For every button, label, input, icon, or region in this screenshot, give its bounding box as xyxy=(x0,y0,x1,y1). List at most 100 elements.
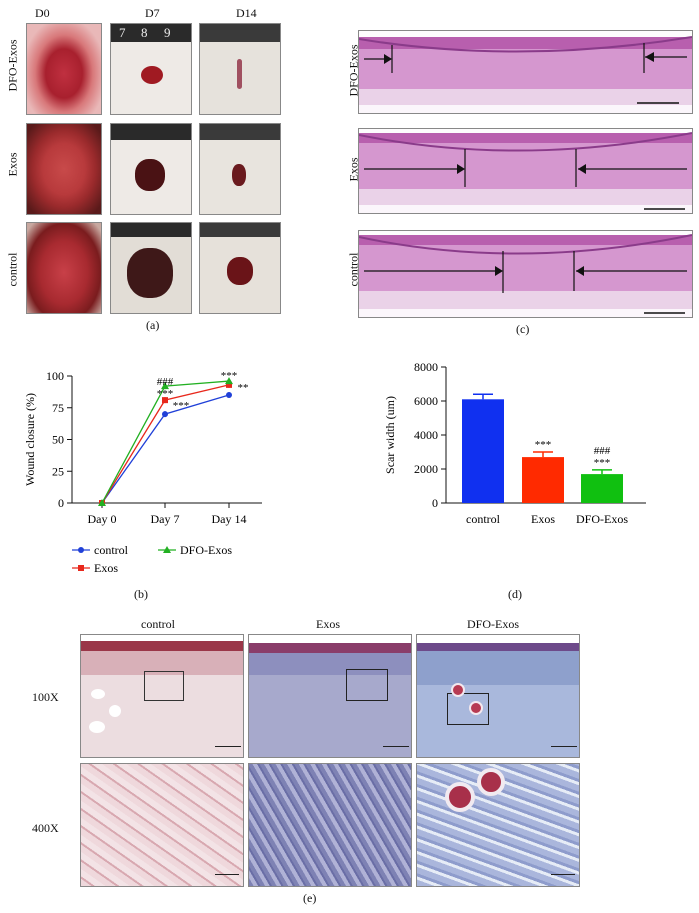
row-label-400x: 400X xyxy=(32,821,59,835)
histology-control xyxy=(358,230,693,318)
masson-100x-control xyxy=(80,634,244,758)
wound-photo-control-d0 xyxy=(26,222,102,314)
scale-bar xyxy=(215,874,239,875)
legend-label: DFO-Exos xyxy=(180,543,232,557)
x-tick-label: DFO-Exos xyxy=(576,512,628,526)
wound-photo-exos-d14 xyxy=(199,123,281,215)
wound-spot xyxy=(135,159,165,191)
significance-label: ** xyxy=(238,382,249,394)
x-tick-label: Day 7 xyxy=(151,512,180,526)
panel-caption-c: (c) xyxy=(516,322,530,336)
x-tick-label: control xyxy=(466,512,501,526)
significance-label: *** xyxy=(594,457,611,469)
col-header-d0: D0 xyxy=(35,6,50,20)
x-tick-label: Day 14 xyxy=(212,512,247,526)
histology-exos xyxy=(358,128,693,214)
wound-photo-dfo-d0 xyxy=(26,23,102,115)
y-tick-label: 0 xyxy=(58,496,64,510)
tissue-vacuole xyxy=(91,689,105,699)
scar-width-chart: 0 2000 4000 6000 8000 Scar width (um) control E… xyxy=(383,360,646,526)
panel-caption-a: (a) xyxy=(146,318,160,332)
zoom-region-box xyxy=(346,669,388,701)
y-tick-label: 8000 xyxy=(414,360,438,374)
panel-caption-d: (d) xyxy=(508,587,522,601)
y-axis-label: Scar width (um) xyxy=(383,396,397,474)
y-tick-label: 2000 xyxy=(414,462,438,476)
x-tick-label: Day 0 xyxy=(88,512,117,526)
wound-photo-exos-d7 xyxy=(110,123,192,215)
data-point xyxy=(162,411,168,418)
hair-follicle xyxy=(477,768,505,796)
row-label-100x: 100X xyxy=(32,690,59,704)
ruler-mark-8: 8 xyxy=(141,25,148,40)
tissue-vacuole xyxy=(109,705,121,717)
y-tick-label: 75 xyxy=(52,401,64,415)
data-point xyxy=(98,499,106,506)
y-tick-label: 4000 xyxy=(414,428,438,442)
wound-spot xyxy=(237,59,242,89)
bar-exos xyxy=(522,457,564,503)
legend-marker xyxy=(163,546,171,553)
masson-400x-exos xyxy=(248,763,412,887)
wound-spot xyxy=(141,66,163,84)
scale-bar xyxy=(551,874,575,875)
zoom-region-box xyxy=(447,693,489,725)
y-axis-label: Wound closure (%) xyxy=(23,393,37,486)
scale-bar xyxy=(383,746,409,747)
bar-control xyxy=(462,399,504,503)
wound-photo-dfo-d7: 7 8 9 xyxy=(110,23,192,115)
significance-label: *** xyxy=(173,400,190,412)
significance-label: ### xyxy=(157,376,174,388)
wound-photo-control-d14 xyxy=(199,222,281,314)
panel-caption-e: (e) xyxy=(303,891,317,905)
scale-bar xyxy=(215,746,241,747)
zoom-region-box xyxy=(144,671,184,701)
ruler-mark-9: 9 xyxy=(164,25,171,40)
histology-dfo-exos xyxy=(358,30,693,114)
data-point xyxy=(226,381,232,388)
scale-bar xyxy=(551,746,577,747)
wound-spot xyxy=(227,257,253,285)
hair-follicle xyxy=(451,683,465,697)
wound-photo-dfo-d14 xyxy=(199,23,281,115)
col-header-d14: D14 xyxy=(236,6,257,20)
wound-photo-control-d7 xyxy=(110,222,192,314)
col-header-control: control xyxy=(141,617,175,631)
masson-100x-dfo-exos xyxy=(416,634,580,758)
x-tick-label: Exos xyxy=(531,512,555,526)
row-label-exos: Exos xyxy=(5,152,20,177)
row-label-control: control xyxy=(5,252,20,287)
row-label-dfo-exos: DFO-Exos xyxy=(5,39,20,92)
significance-label: *** xyxy=(157,388,174,400)
hair-follicle xyxy=(469,701,483,715)
ruler-mark-7: 7 xyxy=(119,25,126,40)
col-header-d7: D7 xyxy=(145,6,160,20)
masson-400x-control xyxy=(80,763,244,887)
data-point xyxy=(226,392,232,399)
significance-label: *** xyxy=(535,439,552,451)
significance-label: ### xyxy=(594,445,611,457)
y-tick-label: 50 xyxy=(52,433,64,447)
wound-spot xyxy=(127,248,173,298)
data-point xyxy=(161,382,169,390)
data-point xyxy=(162,397,168,404)
wound-closure-chart: 0 25 50 75 100 Day 0 Day 7 Day 14 Wound closure … xyxy=(23,369,262,575)
y-tick-label: 6000 xyxy=(414,394,438,408)
y-tick-label: 100 xyxy=(46,369,64,383)
masson-400x-dfo-exos xyxy=(416,763,580,887)
y-tick-label: 25 xyxy=(52,464,64,478)
bar-dfo-exos xyxy=(581,474,623,503)
y-tick-label: 0 xyxy=(432,496,438,510)
legend-label: Exos xyxy=(94,561,118,575)
masson-100x-exos xyxy=(248,634,412,758)
wound-photo-exos-d0 xyxy=(26,123,102,215)
wound-spot xyxy=(232,164,246,186)
legend-marker xyxy=(78,565,84,571)
data-point xyxy=(225,377,233,385)
tissue-vacuole xyxy=(89,721,105,733)
col-header-exos: Exos xyxy=(316,617,340,631)
legend-label: control xyxy=(94,543,129,557)
panel-caption-b: (b) xyxy=(134,587,148,601)
significance-label: *** xyxy=(221,370,238,382)
col-header-dfo-exos: DFO-Exos xyxy=(467,617,520,631)
